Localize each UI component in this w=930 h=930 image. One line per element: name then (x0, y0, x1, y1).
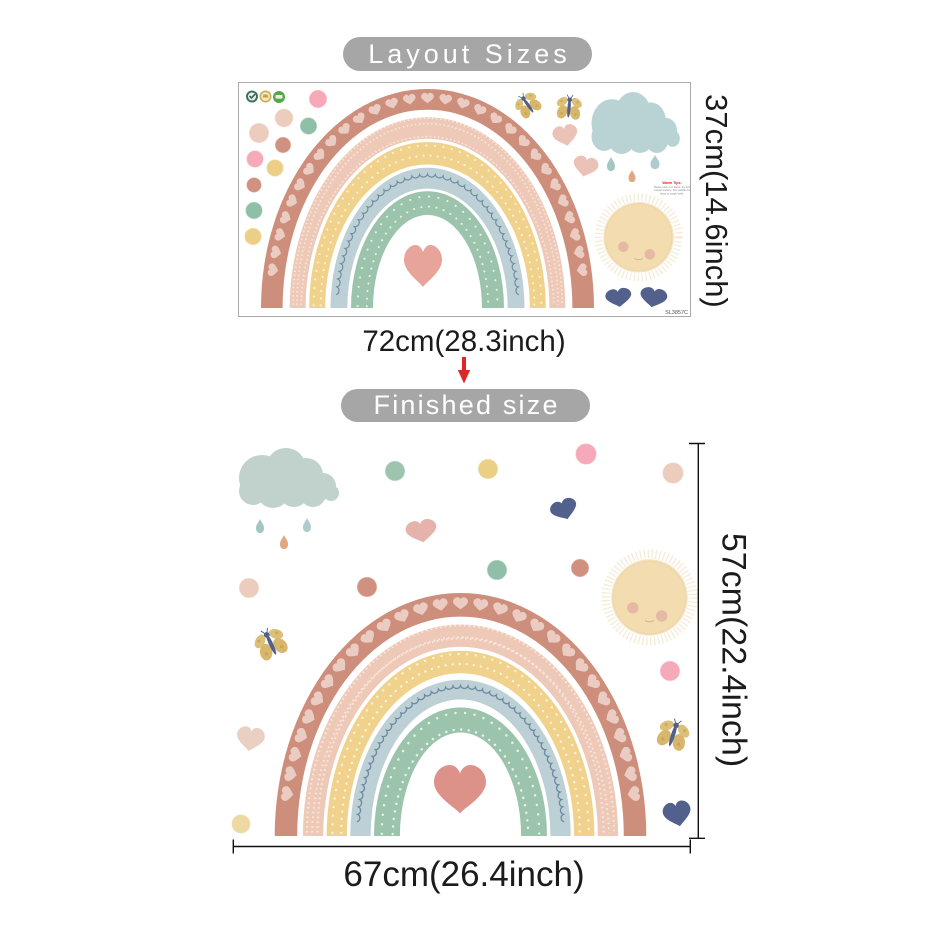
svg-text:dusty or rough walls.: dusty or rough walls. (660, 191, 684, 195)
svg-text:Warm Tips:: Warm Tips: (662, 181, 681, 185)
svg-text:smooth surface. Not suitable f: smooth surface. Not suitable for (654, 188, 691, 192)
svg-text:Please stick it on clean, dry: Please stick it on clean, dry and (654, 185, 691, 189)
svg-text:SL3857C: SL3857C (665, 310, 688, 316)
